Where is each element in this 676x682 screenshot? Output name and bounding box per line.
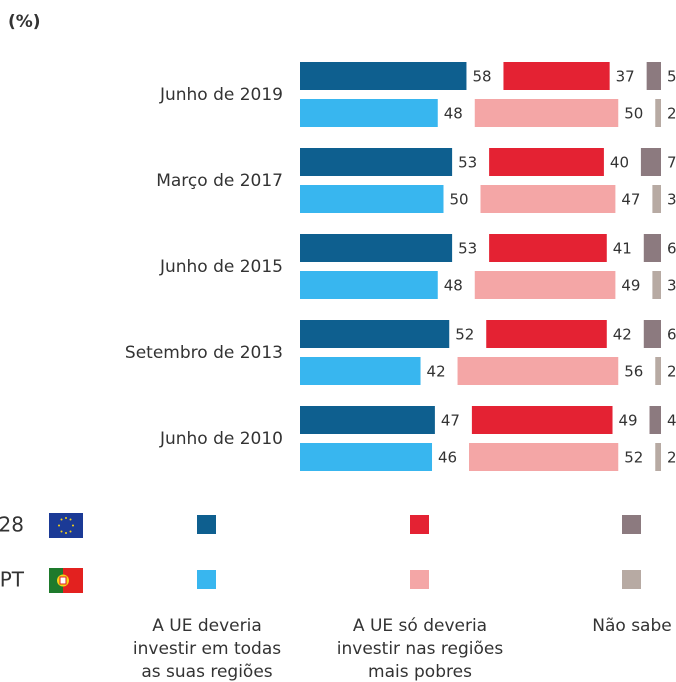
legend-answer-label: A UE só deveria bbox=[353, 616, 487, 636]
value-label: 52 bbox=[624, 449, 643, 467]
bar bbox=[652, 271, 661, 299]
bar bbox=[300, 443, 433, 471]
category-label: Junho de 2019 bbox=[159, 85, 283, 105]
legend-swatch bbox=[197, 570, 216, 589]
legend-answer-label: as suas regiões bbox=[141, 662, 272, 682]
value-label: 48 bbox=[444, 277, 463, 295]
legend-group-label: PT bbox=[0, 568, 25, 592]
value-label: 49 bbox=[619, 412, 638, 430]
value-label: 58 bbox=[472, 68, 491, 86]
bar bbox=[300, 99, 438, 127]
value-label: 49 bbox=[621, 277, 640, 295]
bar bbox=[489, 234, 607, 262]
unit-label: (%) bbox=[8, 12, 41, 32]
category-label: Junho de 2015 bbox=[159, 257, 283, 277]
value-label: 7 bbox=[667, 154, 676, 172]
legend-swatch bbox=[197, 515, 216, 534]
value-label: 3 bbox=[667, 277, 676, 295]
bar bbox=[643, 320, 661, 348]
value-label: 4 bbox=[667, 412, 676, 430]
bar bbox=[655, 357, 661, 385]
eu-flag bbox=[49, 513, 83, 538]
bar bbox=[300, 62, 467, 90]
value-label: 52 bbox=[455, 326, 474, 344]
bar bbox=[300, 406, 435, 434]
bar bbox=[655, 443, 661, 471]
bar bbox=[300, 320, 450, 348]
bar bbox=[480, 185, 616, 213]
value-label: 50 bbox=[450, 191, 469, 209]
bar bbox=[655, 99, 661, 127]
legend-answer-label: investir nas regiões bbox=[337, 639, 504, 659]
legend-swatch bbox=[622, 570, 641, 589]
value-label: 48 bbox=[444, 105, 463, 123]
bar bbox=[300, 185, 444, 213]
bar bbox=[503, 62, 610, 90]
bar bbox=[643, 234, 661, 262]
bar bbox=[471, 406, 613, 434]
value-label: 41 bbox=[613, 240, 632, 258]
legend-group-label: 28 bbox=[0, 513, 24, 537]
value-label: 53 bbox=[458, 240, 477, 258]
value-label: 53 bbox=[458, 154, 477, 172]
value-label: 46 bbox=[438, 449, 457, 467]
pt-flag bbox=[49, 568, 83, 593]
value-label: 5 bbox=[667, 68, 676, 86]
category-label: Março de 2017 bbox=[156, 171, 283, 191]
legend-answer-label: investir em todas bbox=[133, 639, 281, 659]
bar bbox=[489, 148, 604, 176]
bar bbox=[649, 406, 661, 434]
value-label: 6 bbox=[667, 240, 676, 258]
value-label: 2 bbox=[667, 449, 676, 467]
bar bbox=[469, 443, 619, 471]
bar bbox=[486, 320, 607, 348]
value-label: 42 bbox=[613, 326, 632, 344]
legend-answer-label: mais pobres bbox=[368, 662, 472, 682]
bar bbox=[300, 271, 438, 299]
legend-swatch bbox=[410, 515, 429, 534]
value-label: 47 bbox=[621, 191, 640, 209]
value-label: 56 bbox=[624, 363, 643, 381]
value-label: 3 bbox=[667, 191, 676, 209]
value-label: 2 bbox=[667, 105, 676, 123]
legend-swatch bbox=[410, 570, 429, 589]
bar bbox=[300, 148, 453, 176]
bar bbox=[652, 185, 661, 213]
value-label: 40 bbox=[610, 154, 629, 172]
value-label: 47 bbox=[441, 412, 460, 430]
legend-answer-label: Não sabe bbox=[592, 616, 671, 636]
value-label: 2 bbox=[667, 363, 676, 381]
bar bbox=[300, 234, 453, 262]
category-label: Setembro de 2013 bbox=[125, 343, 283, 363]
category-label: Junho de 2010 bbox=[159, 429, 283, 449]
value-label: 42 bbox=[427, 363, 446, 381]
legend-swatch bbox=[622, 515, 641, 534]
value-label: 6 bbox=[667, 326, 676, 344]
bar bbox=[457, 357, 619, 385]
bar bbox=[640, 148, 661, 176]
legend-answer-label: A UE deveria bbox=[152, 616, 262, 636]
bar bbox=[646, 62, 661, 90]
value-label: 50 bbox=[624, 105, 643, 123]
bar bbox=[474, 271, 616, 299]
value-label: 37 bbox=[616, 68, 635, 86]
bar bbox=[300, 357, 421, 385]
bar bbox=[474, 99, 619, 127]
